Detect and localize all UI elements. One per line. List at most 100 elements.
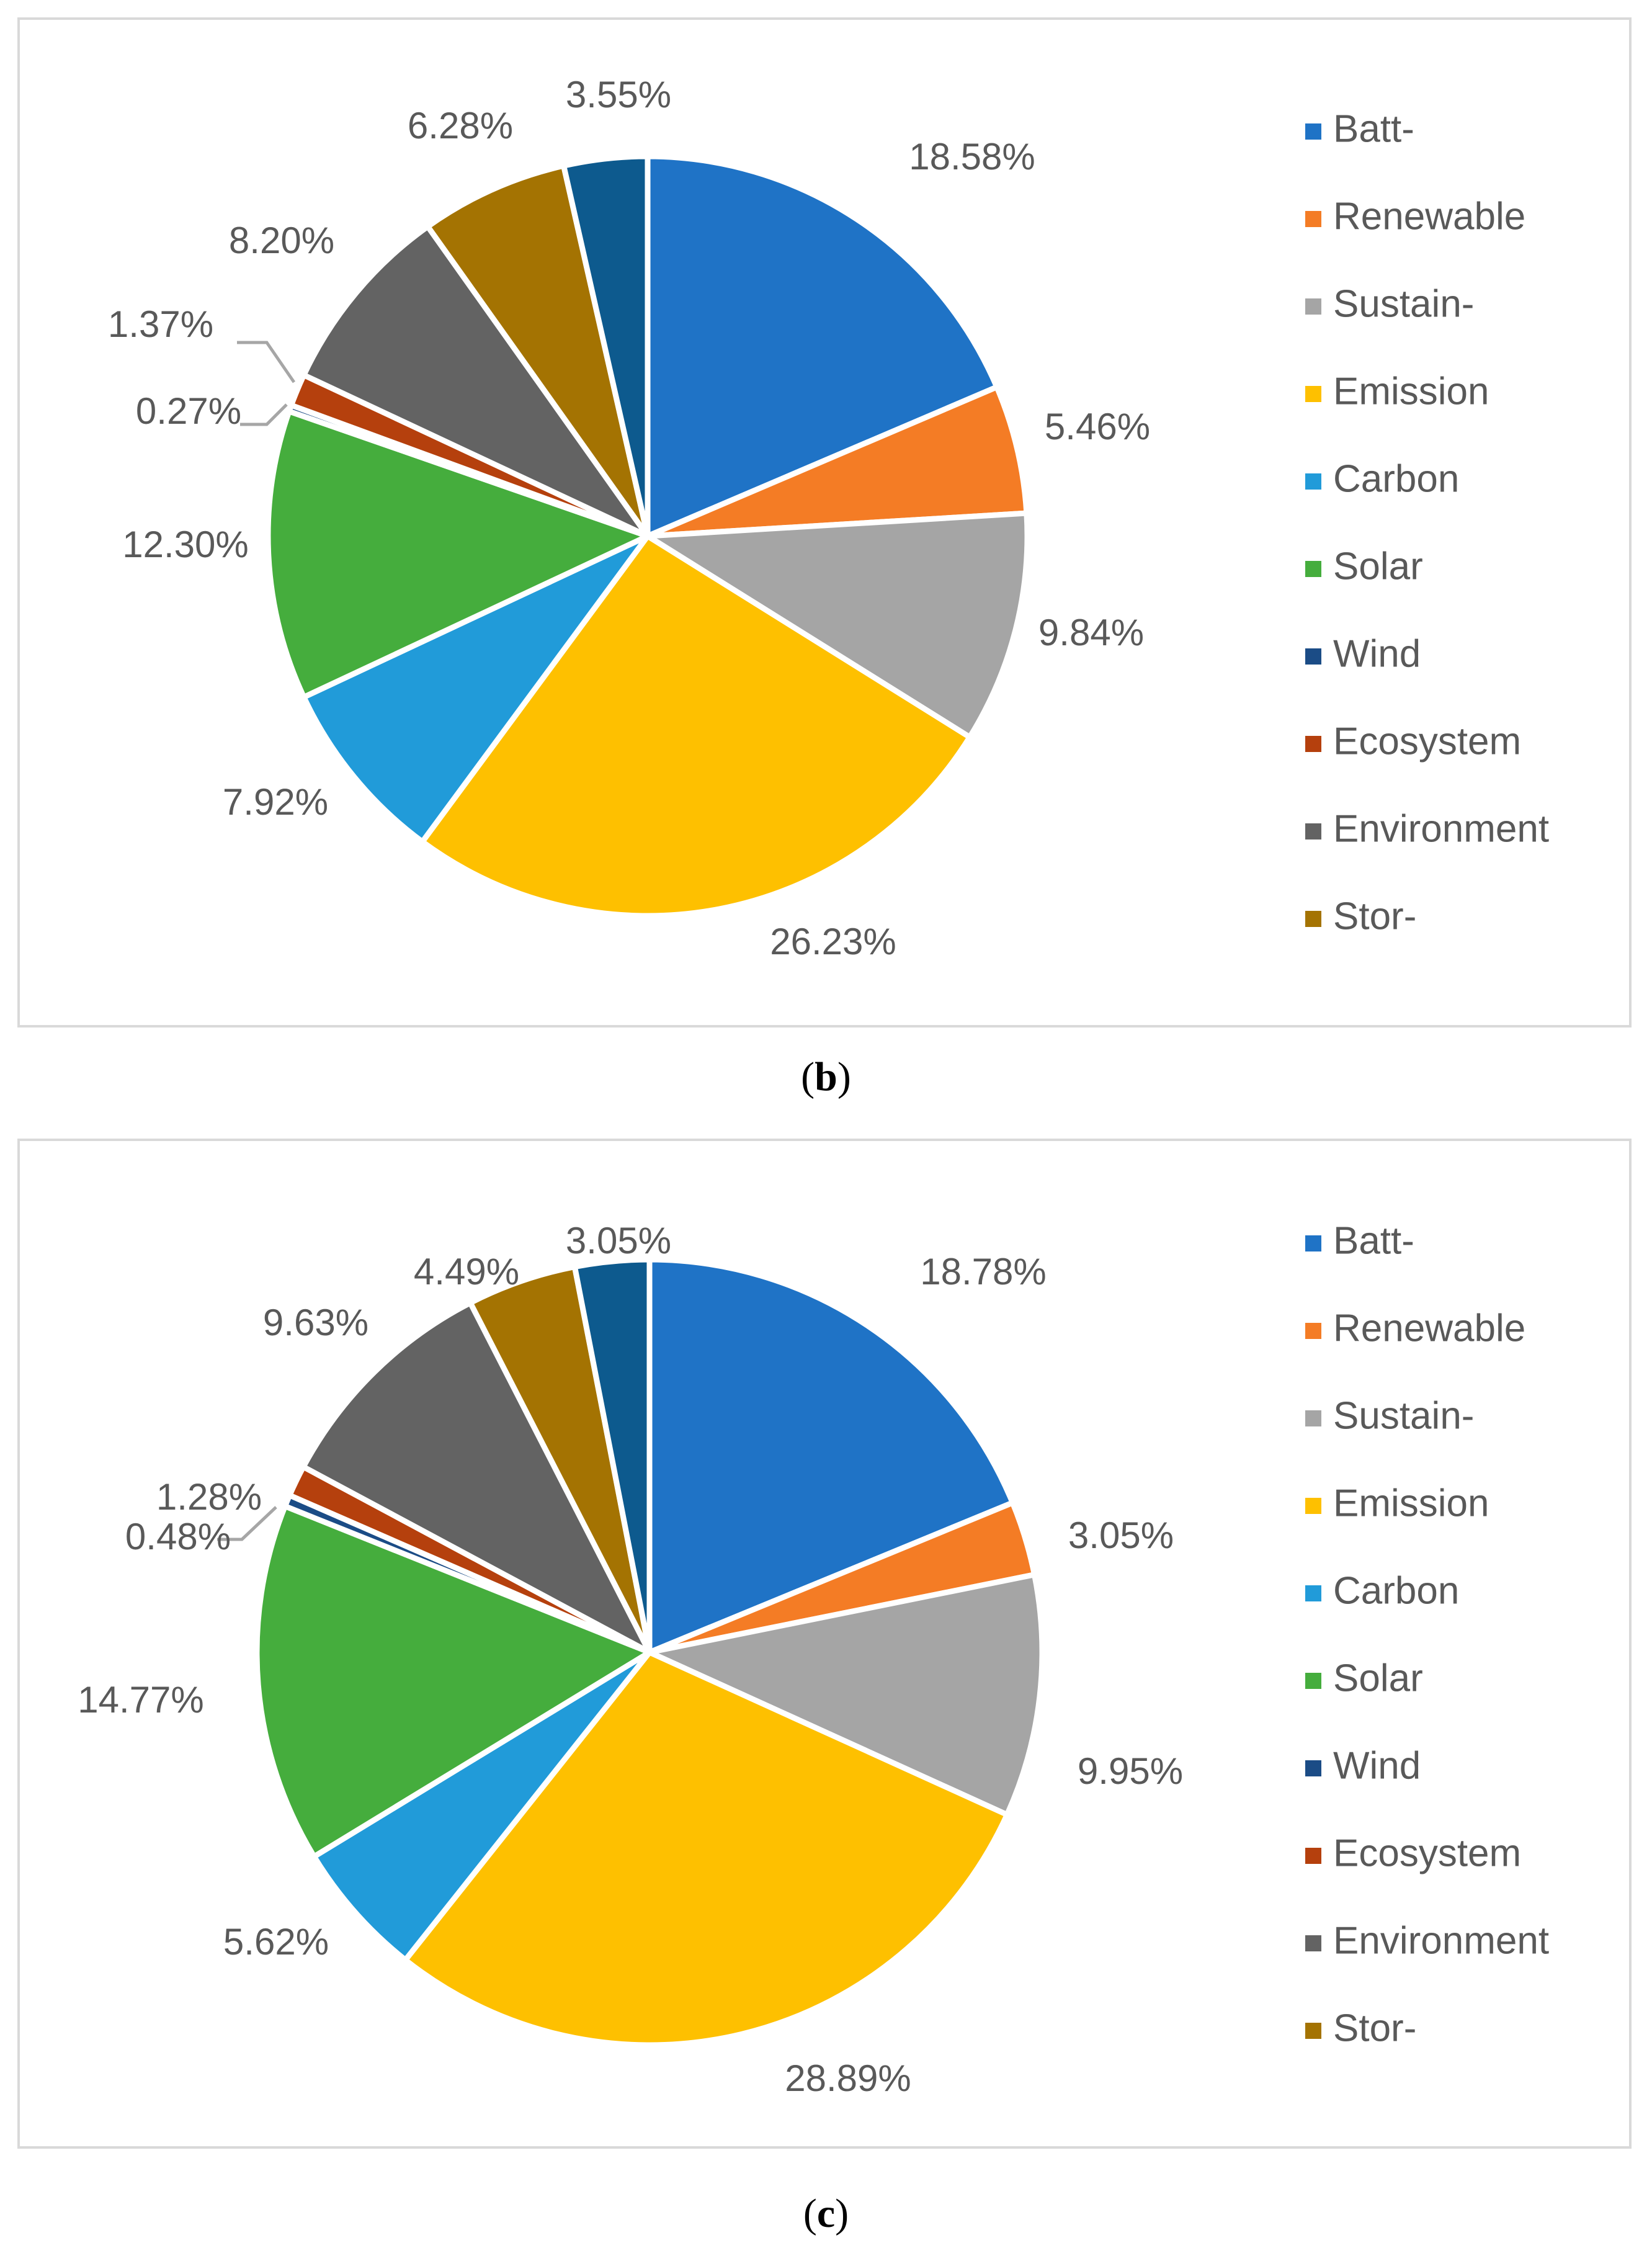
legend-swatch bbox=[1305, 1410, 1321, 1426]
pie-slice-unlabeled bbox=[571, 1256, 653, 1655]
pie-slice-renewable bbox=[645, 384, 1030, 539]
data-label: 3.55% bbox=[566, 74, 671, 115]
data-label: 1.37% bbox=[108, 303, 213, 345]
legend-swatch bbox=[1305, 736, 1321, 752]
legend-swatch bbox=[1305, 1935, 1321, 1951]
legend-label: Environment bbox=[1333, 807, 1549, 850]
pie-slice-emission bbox=[419, 533, 973, 919]
legend-label: Stor- bbox=[1333, 895, 1416, 938]
legend-swatch bbox=[1305, 1673, 1321, 1689]
data-label: 1.28% bbox=[156, 1476, 262, 1518]
data-label: 26.23% bbox=[770, 921, 896, 962]
panel-caption-b-letter: b bbox=[815, 1054, 837, 1099]
leader-line bbox=[237, 341, 296, 383]
legend-item-sustain: Sustain- bbox=[1305, 1394, 1474, 1437]
data-label: 7.92% bbox=[223, 781, 328, 823]
pie-slice-batt bbox=[646, 1256, 1016, 1655]
legend-item-stor: Stor- bbox=[1305, 895, 1416, 938]
pie-slice-carbon bbox=[311, 1649, 653, 1963]
data-label: 4.49% bbox=[414, 1251, 519, 1292]
legend-label: Sustain- bbox=[1333, 282, 1474, 325]
data-label: 0.27% bbox=[136, 390, 241, 432]
panel-caption-c-letter: c bbox=[816, 2191, 836, 2236]
legend-item-renewable: Renewable bbox=[1305, 195, 1525, 238]
panel-caption-c: (c) bbox=[803, 2191, 849, 2236]
legend-item-wind: Wind bbox=[1305, 1744, 1421, 1787]
legend-swatch bbox=[1305, 1498, 1321, 1514]
legend-label: Batt- bbox=[1333, 107, 1414, 150]
legend-swatch bbox=[1305, 123, 1321, 140]
legend-item-sustain: Sustain- bbox=[1305, 282, 1474, 325]
legend-label: Solar bbox=[1333, 1657, 1423, 1699]
legend-label: Carbon bbox=[1333, 1569, 1459, 1612]
pie-slice-batt bbox=[645, 153, 1000, 539]
leader-line bbox=[217, 1506, 277, 1541]
data-label: 12.30% bbox=[122, 524, 249, 565]
legend-item-environment: Environment bbox=[1305, 807, 1549, 850]
legend-label: Sustain- bbox=[1333, 1394, 1474, 1437]
pie-slice-environment bbox=[301, 223, 651, 539]
legend-label: Batt- bbox=[1333, 1219, 1414, 1262]
panel-caption-b: (b) bbox=[801, 1054, 851, 1099]
legend-item-environment: Environment bbox=[1305, 1919, 1549, 1962]
data-label: 8.20% bbox=[229, 220, 334, 261]
legend-item-wind: Wind bbox=[1305, 632, 1421, 675]
legend-item-solar: Solar bbox=[1305, 1657, 1423, 1699]
legend-swatch bbox=[1305, 561, 1321, 577]
data-label: 18.58% bbox=[909, 136, 1035, 177]
legend-swatch bbox=[1305, 823, 1321, 839]
pie-slice-solar bbox=[254, 1503, 653, 1860]
pie-slice-carbon bbox=[301, 533, 651, 845]
legend-swatch bbox=[1305, 1235, 1321, 1251]
pie-slice-solar bbox=[265, 408, 651, 701]
legend-swatch bbox=[1305, 386, 1321, 402]
pie-slice-emission bbox=[403, 1649, 1010, 2048]
legend-label: Renewable bbox=[1333, 195, 1525, 238]
data-label: 18.78% bbox=[920, 1251, 1047, 1292]
legend-label: Solar bbox=[1333, 545, 1423, 588]
legend-item-batt: Batt- bbox=[1305, 107, 1414, 150]
legend-label: Carbon bbox=[1333, 457, 1459, 500]
legend-label: Emission bbox=[1333, 370, 1489, 413]
data-label: 3.05% bbox=[1068, 1515, 1174, 1556]
chart-panel-b: 18.58% 5.46% 9.84% 26.23% 7.92% 12.30% 0.27% 1.… bbox=[17, 17, 1632, 1028]
pie-slice-sustain bbox=[645, 510, 1030, 740]
legend-swatch bbox=[1305, 1760, 1321, 1776]
pie-chart-b: 18.58% 5.46% 9.84% 26.23% 7.92% 12.30% 0.27% 1.… bbox=[108, 74, 1549, 962]
data-label: 6.28% bbox=[408, 105, 513, 146]
legend-swatch bbox=[1305, 911, 1321, 927]
data-label: 9.95% bbox=[1078, 1750, 1183, 1792]
data-label: 14.77% bbox=[78, 1679, 204, 1721]
chart-panel-c: 18.78% 3.05% 9.95% 28.89% 5.62% 14.77% 0.48% 1.… bbox=[17, 1139, 1632, 2149]
legend-item-solar: Solar bbox=[1305, 545, 1423, 588]
data-label: 0.48% bbox=[125, 1516, 231, 1557]
legend-label: Emission bbox=[1333, 1482, 1489, 1524]
legend-label: Ecosystem bbox=[1333, 720, 1521, 763]
pie-slice-unlabeled bbox=[561, 153, 651, 539]
legend-label: Ecosystem bbox=[1333, 1832, 1521, 1874]
legend-label: Environment bbox=[1333, 1919, 1549, 1962]
legend-item-carbon: Carbon bbox=[1305, 457, 1459, 500]
data-label: 9.63% bbox=[263, 1302, 368, 1343]
legend-item-batt: Batt- bbox=[1305, 1219, 1414, 1262]
pie-chart-c: 18.78% 3.05% 9.95% 28.89% 5.62% 14.77% 0.48%1.… bbox=[78, 1219, 1549, 2098]
legend-item-ecosystem: Ecosystem bbox=[1305, 1832, 1521, 1874]
leader-line bbox=[240, 403, 288, 426]
data-label: 3.05% bbox=[566, 1220, 671, 1261]
data-label: 5.46% bbox=[1045, 406, 1150, 447]
legend-item-emission: Emission bbox=[1305, 370, 1489, 413]
data-label: 9.84% bbox=[1038, 612, 1144, 653]
legend-label: Stor- bbox=[1333, 2007, 1416, 2049]
legend-item-emission: Emission bbox=[1305, 1482, 1489, 1524]
pie-slice-stor bbox=[425, 163, 651, 539]
pie-slice-sustain bbox=[646, 1572, 1045, 1818]
legend-swatch bbox=[1305, 1323, 1321, 1339]
legend-swatch bbox=[1305, 211, 1321, 227]
legend-swatch bbox=[1305, 1848, 1321, 1864]
legend-item-ecosystem: Ecosystem bbox=[1305, 720, 1521, 763]
legend-item-renewable: Renewable bbox=[1305, 1307, 1525, 1350]
legend-label: Wind bbox=[1333, 1744, 1421, 1787]
legend-swatch bbox=[1305, 2023, 1321, 2039]
legend-label: Wind bbox=[1333, 632, 1421, 675]
legend-label: Renewable bbox=[1333, 1307, 1525, 1350]
